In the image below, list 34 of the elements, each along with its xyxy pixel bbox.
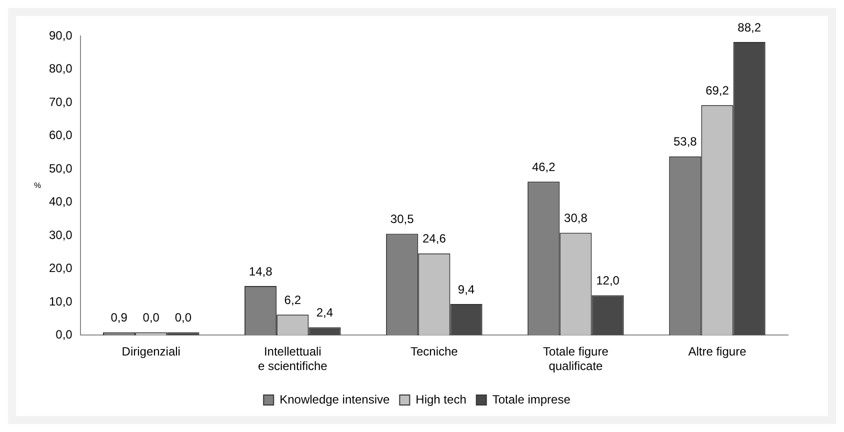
data-label: 46,2 <box>532 160 556 174</box>
data-label: 69,2 <box>706 83 730 98</box>
data-label: 6,2 <box>284 292 302 307</box>
y-tick-label: 0,0 <box>56 328 73 342</box>
data-label: 53,8 <box>673 134 698 149</box>
data-label: 2,4 <box>316 306 334 320</box>
legend-label: Knowledge intensive <box>280 392 390 406</box>
data-label: 9,4 <box>458 282 475 296</box>
data-label: 88,2 <box>738 20 762 34</box>
data-label: 30,8 <box>564 211 588 226</box>
y-tick-label: 40,0 <box>48 194 73 209</box>
data-label: 0,0 <box>142 310 160 325</box>
x-tick-label: Totale figure qualificate <box>543 344 609 374</box>
data-label: 30,5 <box>390 212 414 226</box>
y-tick-label: 30,0 <box>48 228 73 242</box>
y-tick-label: 20,0 <box>48 261 73 276</box>
data-label: 14,8 <box>248 264 273 278</box>
y-tick-label: 90,0 <box>48 28 73 42</box>
data-label: 0,9 <box>110 310 128 325</box>
x-tick-label: Altre figure <box>688 344 747 359</box>
legend-label: High tech <box>416 392 466 406</box>
legend-label: Totale imprese <box>492 392 571 406</box>
y-axis-title: % <box>34 180 42 190</box>
data-label: 12,0 <box>596 274 620 288</box>
y-tick-label: 10,0 <box>48 294 73 308</box>
y-tick-label: 70,0 <box>48 94 73 109</box>
x-tick-label: Intellettuali e scientifiche <box>258 344 328 374</box>
y-tick-label: 50,0 <box>48 161 73 176</box>
data-label: 24,6 <box>422 232 446 246</box>
x-tick-label: Tecniche <box>410 344 458 359</box>
data-label: 0,0 <box>174 310 192 325</box>
y-tick-label: 60,0 <box>48 128 73 142</box>
x-tick-label: Dirigenziali <box>122 344 180 359</box>
y-tick-label: 80,0 <box>48 62 73 76</box>
